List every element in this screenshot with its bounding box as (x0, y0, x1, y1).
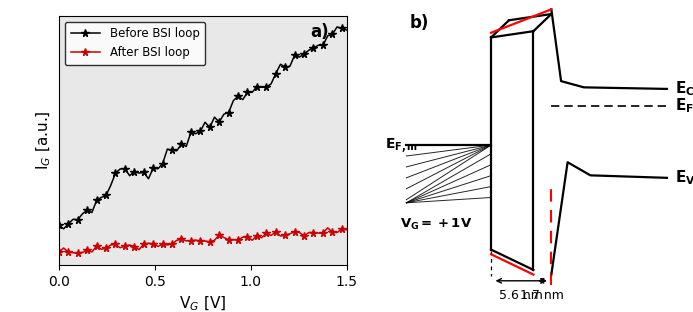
After BSI loop (73, 251, 82, 255)
After BSI loop (201, 239, 209, 243)
After BSI loop (135, 248, 143, 251)
Text: a): a) (310, 23, 329, 41)
After BSI loop (234, 238, 243, 242)
Before BSI loop (116, 167, 124, 171)
Before BSI loop (55, 223, 63, 227)
Text: 1.7 nm: 1.7 nm (520, 289, 564, 302)
Text: $\mathbf{V_G=+1V}$: $\mathbf{V_G=+1V}$ (400, 217, 472, 232)
X-axis label: V$_G$ [V]: V$_G$ [V] (179, 295, 227, 312)
Text: $\mathbf{E_F}$: $\mathbf{E_F}$ (675, 97, 693, 115)
Line: After BSI loop: After BSI loop (55, 224, 351, 257)
Before BSI loop (234, 95, 243, 98)
Before BSI loop (201, 120, 209, 124)
Text: $\mathbf{E_{F,m}}$: $\mathbf{E_{F,m}}$ (385, 136, 419, 154)
Before BSI loop (333, 25, 341, 29)
Before BSI loop (83, 208, 91, 212)
Legend: Before BSI loop, After BSI loop: Before BSI loop, After BSI loop (65, 22, 205, 65)
After BSI loop (55, 250, 63, 254)
Before BSI loop (60, 227, 68, 231)
After BSI loop (342, 228, 351, 232)
After BSI loop (324, 226, 332, 230)
After BSI loop (309, 231, 317, 234)
Before BSI loop (309, 46, 317, 50)
After BSI loop (116, 246, 124, 250)
Text: 5.6 nm: 5.6 nm (499, 289, 543, 302)
Before BSI loop (135, 171, 143, 175)
Text: b): b) (410, 14, 429, 32)
Text: $\mathbf{E_C}$: $\mathbf{E_C}$ (675, 80, 693, 98)
After BSI loop (83, 249, 91, 252)
Before BSI loop (342, 28, 351, 32)
Line: Before BSI loop: Before BSI loop (55, 23, 351, 233)
Y-axis label: I$_G$ [a.u.]: I$_G$ [a.u.] (35, 111, 53, 170)
Text: $\mathbf{E_V}$: $\mathbf{E_V}$ (675, 168, 693, 187)
